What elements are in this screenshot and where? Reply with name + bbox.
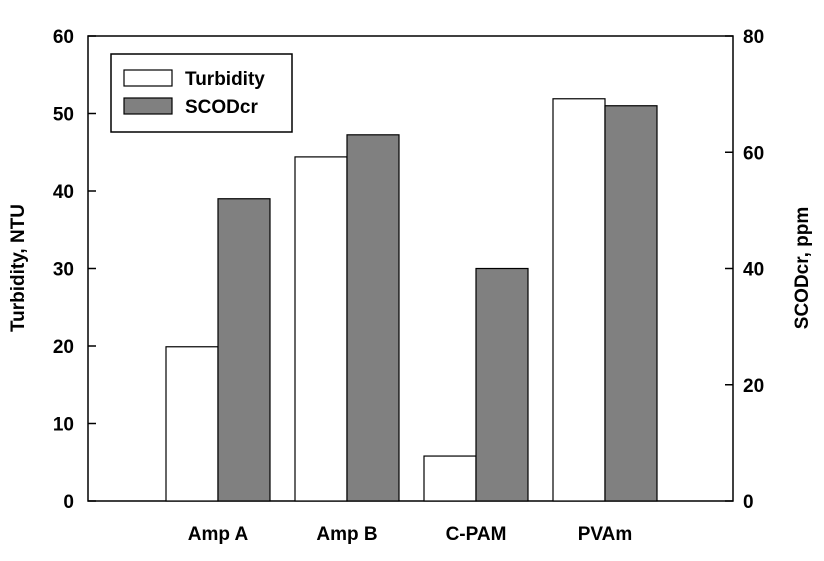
bar-turbidity-amp-a (165, 346, 219, 502)
legend-label-scodcr: SCODcr (185, 97, 258, 118)
y2-tick-label: 20 (743, 376, 764, 397)
bar-scodcr-pvam (604, 105, 658, 502)
legend-swatch-turbidity (123, 69, 173, 87)
y2-tick-label: 80 (743, 27, 764, 48)
bar-turbidity-c-pam (423, 455, 477, 502)
legend-box (110, 53, 293, 133)
legend-label-turbidity: Turbidity (185, 69, 265, 90)
x-category-label: Amp A (188, 524, 249, 545)
left-axis: 0 10 20 30 40 50 60 (53, 27, 96, 513)
y-tick-label: 10 (53, 415, 74, 436)
right-axis: 0 20 40 60 80 (725, 27, 764, 513)
bar-scodcr-amp-a (217, 198, 271, 502)
legend: Turbidity SCODcr (110, 53, 293, 133)
y-tick-label: 40 (53, 182, 74, 203)
bar-turbidity-amp-b (294, 156, 348, 502)
category-axis: Amp A Amp B C-PAM PVAm (188, 524, 633, 545)
y-tick-label: 20 (53, 337, 74, 358)
legend-swatch-scodcr (123, 97, 173, 115)
y2-tick-label: 60 (743, 143, 764, 164)
y-tick-label: 30 (53, 260, 74, 281)
y2-axis-title: SCODcr, ppm (792, 207, 813, 329)
bars-group (165, 98, 658, 502)
y-tick-label: 50 (53, 105, 74, 126)
bar-turbidity-pvam (552, 98, 606, 502)
x-category-label: Amp B (316, 524, 377, 545)
bar-scodcr-c-pam (475, 267, 529, 502)
y2-tick-label: 40 (743, 260, 764, 281)
y-axis-title: Turbidity, NTU (8, 204, 29, 332)
y-tick-label: 60 (53, 27, 74, 48)
x-category-label: C-PAM (446, 524, 507, 545)
x-category-label: PVAm (578, 524, 633, 545)
y-tick-label: 0 (63, 492, 74, 513)
y2-tick-label: 0 (743, 492, 754, 513)
bar-scodcr-amp-b (346, 134, 400, 502)
